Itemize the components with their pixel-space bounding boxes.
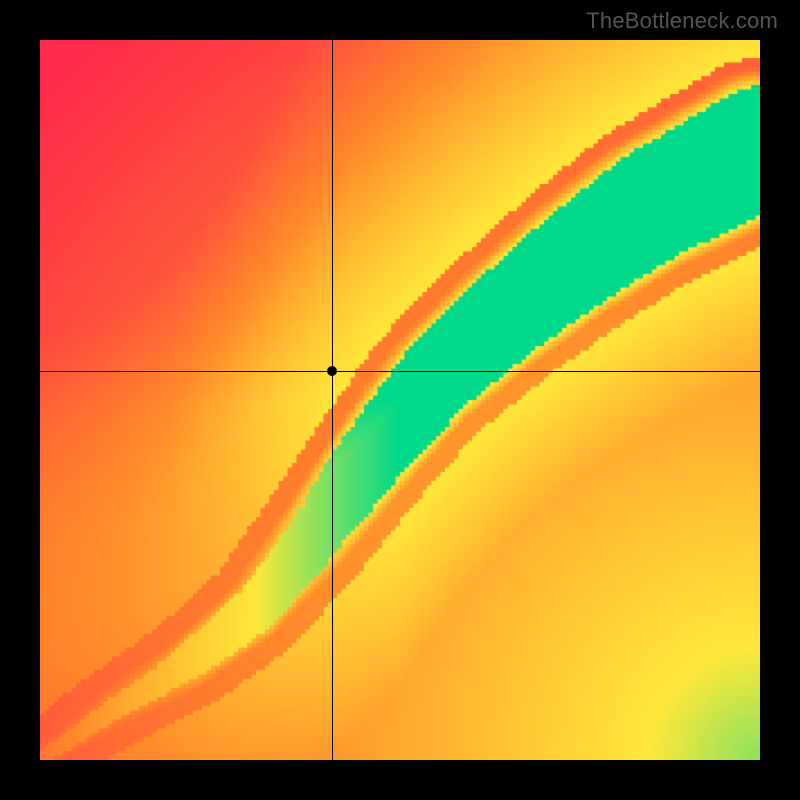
heatmap-canvas [40,40,760,760]
crosshair-dot [327,366,337,376]
crosshair-vertical [332,40,333,760]
chart-root: TheBottleneck.com [0,0,800,800]
crosshair-horizontal [40,371,760,372]
watermark-text: TheBottleneck.com [586,8,778,34]
plot-area [40,40,760,760]
